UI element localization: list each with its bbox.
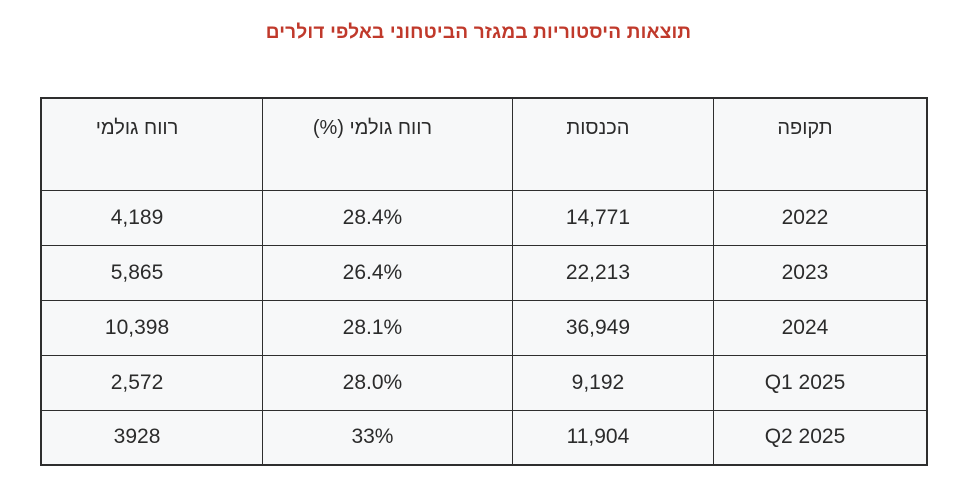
- cell-gross-margin-pct: 28.4%: [262, 189, 513, 246]
- cell-gross-profit: 4,189: [40, 189, 264, 246]
- column-header-gross-margin-pct: רווח גולמי (%): [262, 97, 513, 191]
- historical-results-table-container: תקופה הכנסות רווח גולמי (%) רווח גולמי 2…: [40, 97, 928, 466]
- column-header-revenue: הכנסות: [511, 97, 714, 191]
- table-row: 2023 22,213 26.4% 5,865: [40, 244, 928, 301]
- cell-revenue: 14,771: [511, 189, 714, 246]
- cell-gross-profit: 3928: [40, 409, 264, 466]
- historical-results-table: תקופה הכנסות רווח גולמי (%) רווח גולמי 2…: [40, 97, 928, 466]
- cell-period: 2023: [712, 244, 928, 301]
- cell-revenue: 11,904: [511, 409, 714, 466]
- cell-gross-margin-pct: 28.0%: [262, 354, 513, 411]
- column-header-period: תקופה: [712, 97, 928, 191]
- page-title: תוצאות היסטוריות במגזר הביטחוני באלפי דו…: [265, 22, 692, 43]
- cell-gross-profit: 2,572: [40, 354, 264, 411]
- cell-revenue: 36,949: [511, 299, 714, 356]
- cell-period: 2024: [712, 299, 928, 356]
- cell-period: Q2 2025: [712, 409, 928, 466]
- cell-revenue: 9,192: [511, 354, 714, 411]
- table-row: Q1 2025 9,192 28.0% 2,572: [40, 354, 928, 411]
- cell-revenue: 22,213: [511, 244, 714, 301]
- cell-period: 2022: [712, 189, 928, 246]
- table-row: 2022 14,771 28.4% 4,189: [40, 189, 928, 246]
- table-row: 2024 36,949 28.1% 10,398: [40, 299, 928, 356]
- column-header-gross-profit: רווח גולמי: [40, 97, 264, 191]
- cell-gross-profit: 10,398: [40, 299, 264, 356]
- cell-gross-profit: 5,865: [40, 244, 264, 301]
- cell-period: Q1 2025: [712, 354, 928, 411]
- cell-gross-margin-pct: 33%: [262, 409, 513, 466]
- table-header-row: תקופה הכנסות רווח גולמי (%) רווח גולמי: [40, 97, 928, 191]
- cell-gross-margin-pct: 26.4%: [262, 244, 513, 301]
- cell-gross-margin-pct: 28.1%: [262, 299, 513, 356]
- table-row: Q2 2025 11,904 33% 3928: [40, 409, 928, 466]
